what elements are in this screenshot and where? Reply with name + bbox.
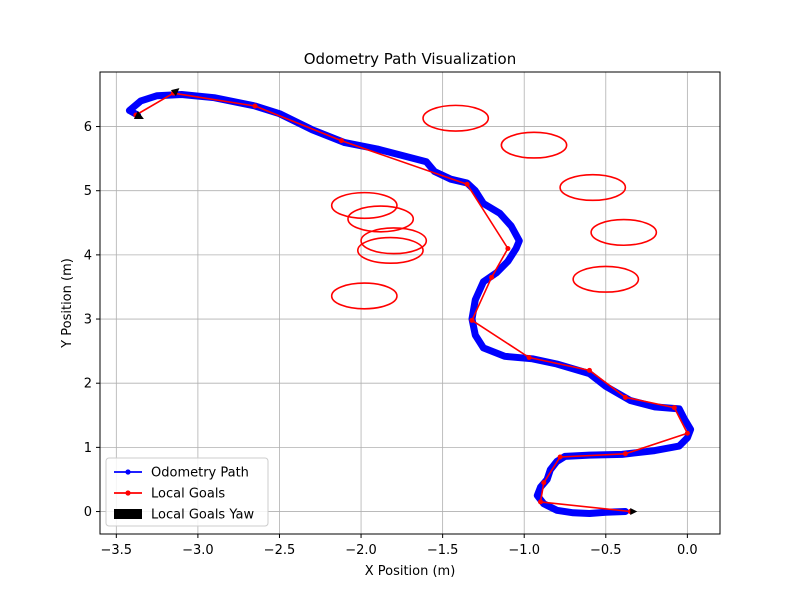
odometry-point	[472, 296, 479, 303]
local-goals-line	[135, 92, 689, 513]
odometry-point	[676, 443, 683, 450]
x-tick-label: 0.0	[677, 543, 698, 558]
y-tick-label: 0	[84, 505, 92, 520]
obstacle-ellipse	[356, 236, 424, 265]
x-tick-label: −2.0	[345, 543, 377, 558]
local-goal-yaw-arrow	[170, 88, 180, 97]
legend-label: Local Goals	[151, 487, 225, 502]
local-goal-yaw-arrow	[630, 508, 638, 516]
local-goal-point	[671, 405, 677, 411]
x-tick-label: −3.0	[182, 543, 214, 558]
x-tick-label: −2.5	[264, 543, 296, 558]
odometry-point	[534, 492, 541, 499]
local-goal-point	[538, 499, 544, 505]
legend-label: Local Goals Yaw	[151, 508, 254, 523]
local-goal-point	[557, 454, 563, 460]
local-goal-point	[464, 181, 470, 187]
y-tick-label: 1	[84, 441, 92, 456]
local-goal-yaw-arrow	[133, 110, 144, 119]
obstacle-ellipse	[330, 191, 398, 220]
local-goal-point	[489, 274, 495, 280]
odometry-point	[504, 258, 511, 265]
odometry-point	[513, 245, 520, 252]
odometry-point	[480, 278, 487, 285]
obstacle-ellipse	[572, 265, 640, 293]
x-axis-ticks: −3.5 −3.0 −2.5 −2.0 −1.5 −1.0 −0.5 0.0	[101, 534, 698, 558]
legend-box	[105, 457, 269, 527]
x-tick-label: −3.5	[101, 543, 133, 558]
obstacle-ellipse	[500, 131, 568, 159]
obstacle-ellipses	[330, 104, 658, 310]
plot-series	[125, 88, 695, 517]
x-tick-label: −0.5	[590, 543, 622, 558]
legend-swatch-marker	[125, 469, 131, 475]
odometry-point	[472, 332, 479, 339]
odometry-point	[154, 92, 161, 99]
legend-label: Odometry Path	[151, 466, 249, 481]
odometry-point	[586, 510, 593, 517]
y-tick-label: 6	[84, 120, 92, 135]
x-tick-label: −1.0	[508, 543, 540, 558]
odometry-point	[553, 507, 560, 514]
local-goal-point	[541, 480, 547, 486]
plot-frame	[99, 71, 721, 535]
odometry-point	[126, 107, 133, 114]
odometry-point	[687, 426, 694, 433]
y-tick-label: 3	[84, 313, 92, 328]
obstacle-ellipse	[347, 205, 415, 233]
local-goal-point	[505, 245, 511, 251]
y-tick-label: 5	[84, 184, 92, 199]
obstacle-ellipse	[330, 282, 398, 310]
y-axis-ticks: 0 1 2 3 4 5 6	[84, 120, 100, 520]
local-goal-point	[684, 430, 690, 436]
chart-title: Odometry Path Visualization	[304, 50, 517, 68]
odometry-point	[508, 223, 515, 229]
odometry-point	[480, 344, 487, 351]
obstacle-ellipse	[559, 173, 627, 202]
local-goal-point	[252, 103, 258, 109]
obstacle-ellipse	[422, 104, 490, 132]
legend: Odometry Path Local Goals Local Goals Yaw	[105, 457, 269, 527]
odometry-point	[398, 152, 405, 159]
odometry-point	[570, 509, 577, 516]
odometry-point	[472, 187, 479, 194]
odometry-point	[651, 447, 658, 454]
odometry-point	[137, 97, 144, 104]
legend-swatch-marker	[125, 490, 131, 496]
odometry-point	[602, 509, 609, 516]
legend-swatch-patch	[114, 509, 142, 519]
obstacle-ellipse	[590, 218, 658, 247]
odometry-point	[684, 434, 691, 441]
odometry-point	[423, 158, 430, 165]
local-goal-point	[338, 138, 344, 144]
y-tick-label: 2	[84, 377, 92, 392]
obstacle-ellipse	[360, 227, 428, 255]
local-goal-point	[586, 367, 592, 373]
odometry-point	[681, 415, 688, 422]
local-goal-point	[622, 394, 628, 400]
x-tick-label: −1.5	[427, 543, 459, 558]
odometry-point	[602, 383, 609, 390]
odometry-point	[480, 200, 487, 207]
odometry-point	[501, 353, 508, 360]
odometry-point	[496, 210, 503, 217]
odometry-point	[651, 403, 658, 410]
odometry-point	[374, 146, 381, 152]
local-goal-point	[469, 317, 475, 323]
y-axis-label: Y Position (m)	[60, 258, 75, 349]
local-goal-point	[622, 451, 628, 457]
local-goal-point	[526, 355, 532, 361]
odometry-point	[676, 405, 683, 412]
odometry-point	[516, 237, 523, 244]
y-tick-label: 4	[84, 248, 92, 263]
x-axis-label: X Position (m)	[365, 564, 456, 579]
